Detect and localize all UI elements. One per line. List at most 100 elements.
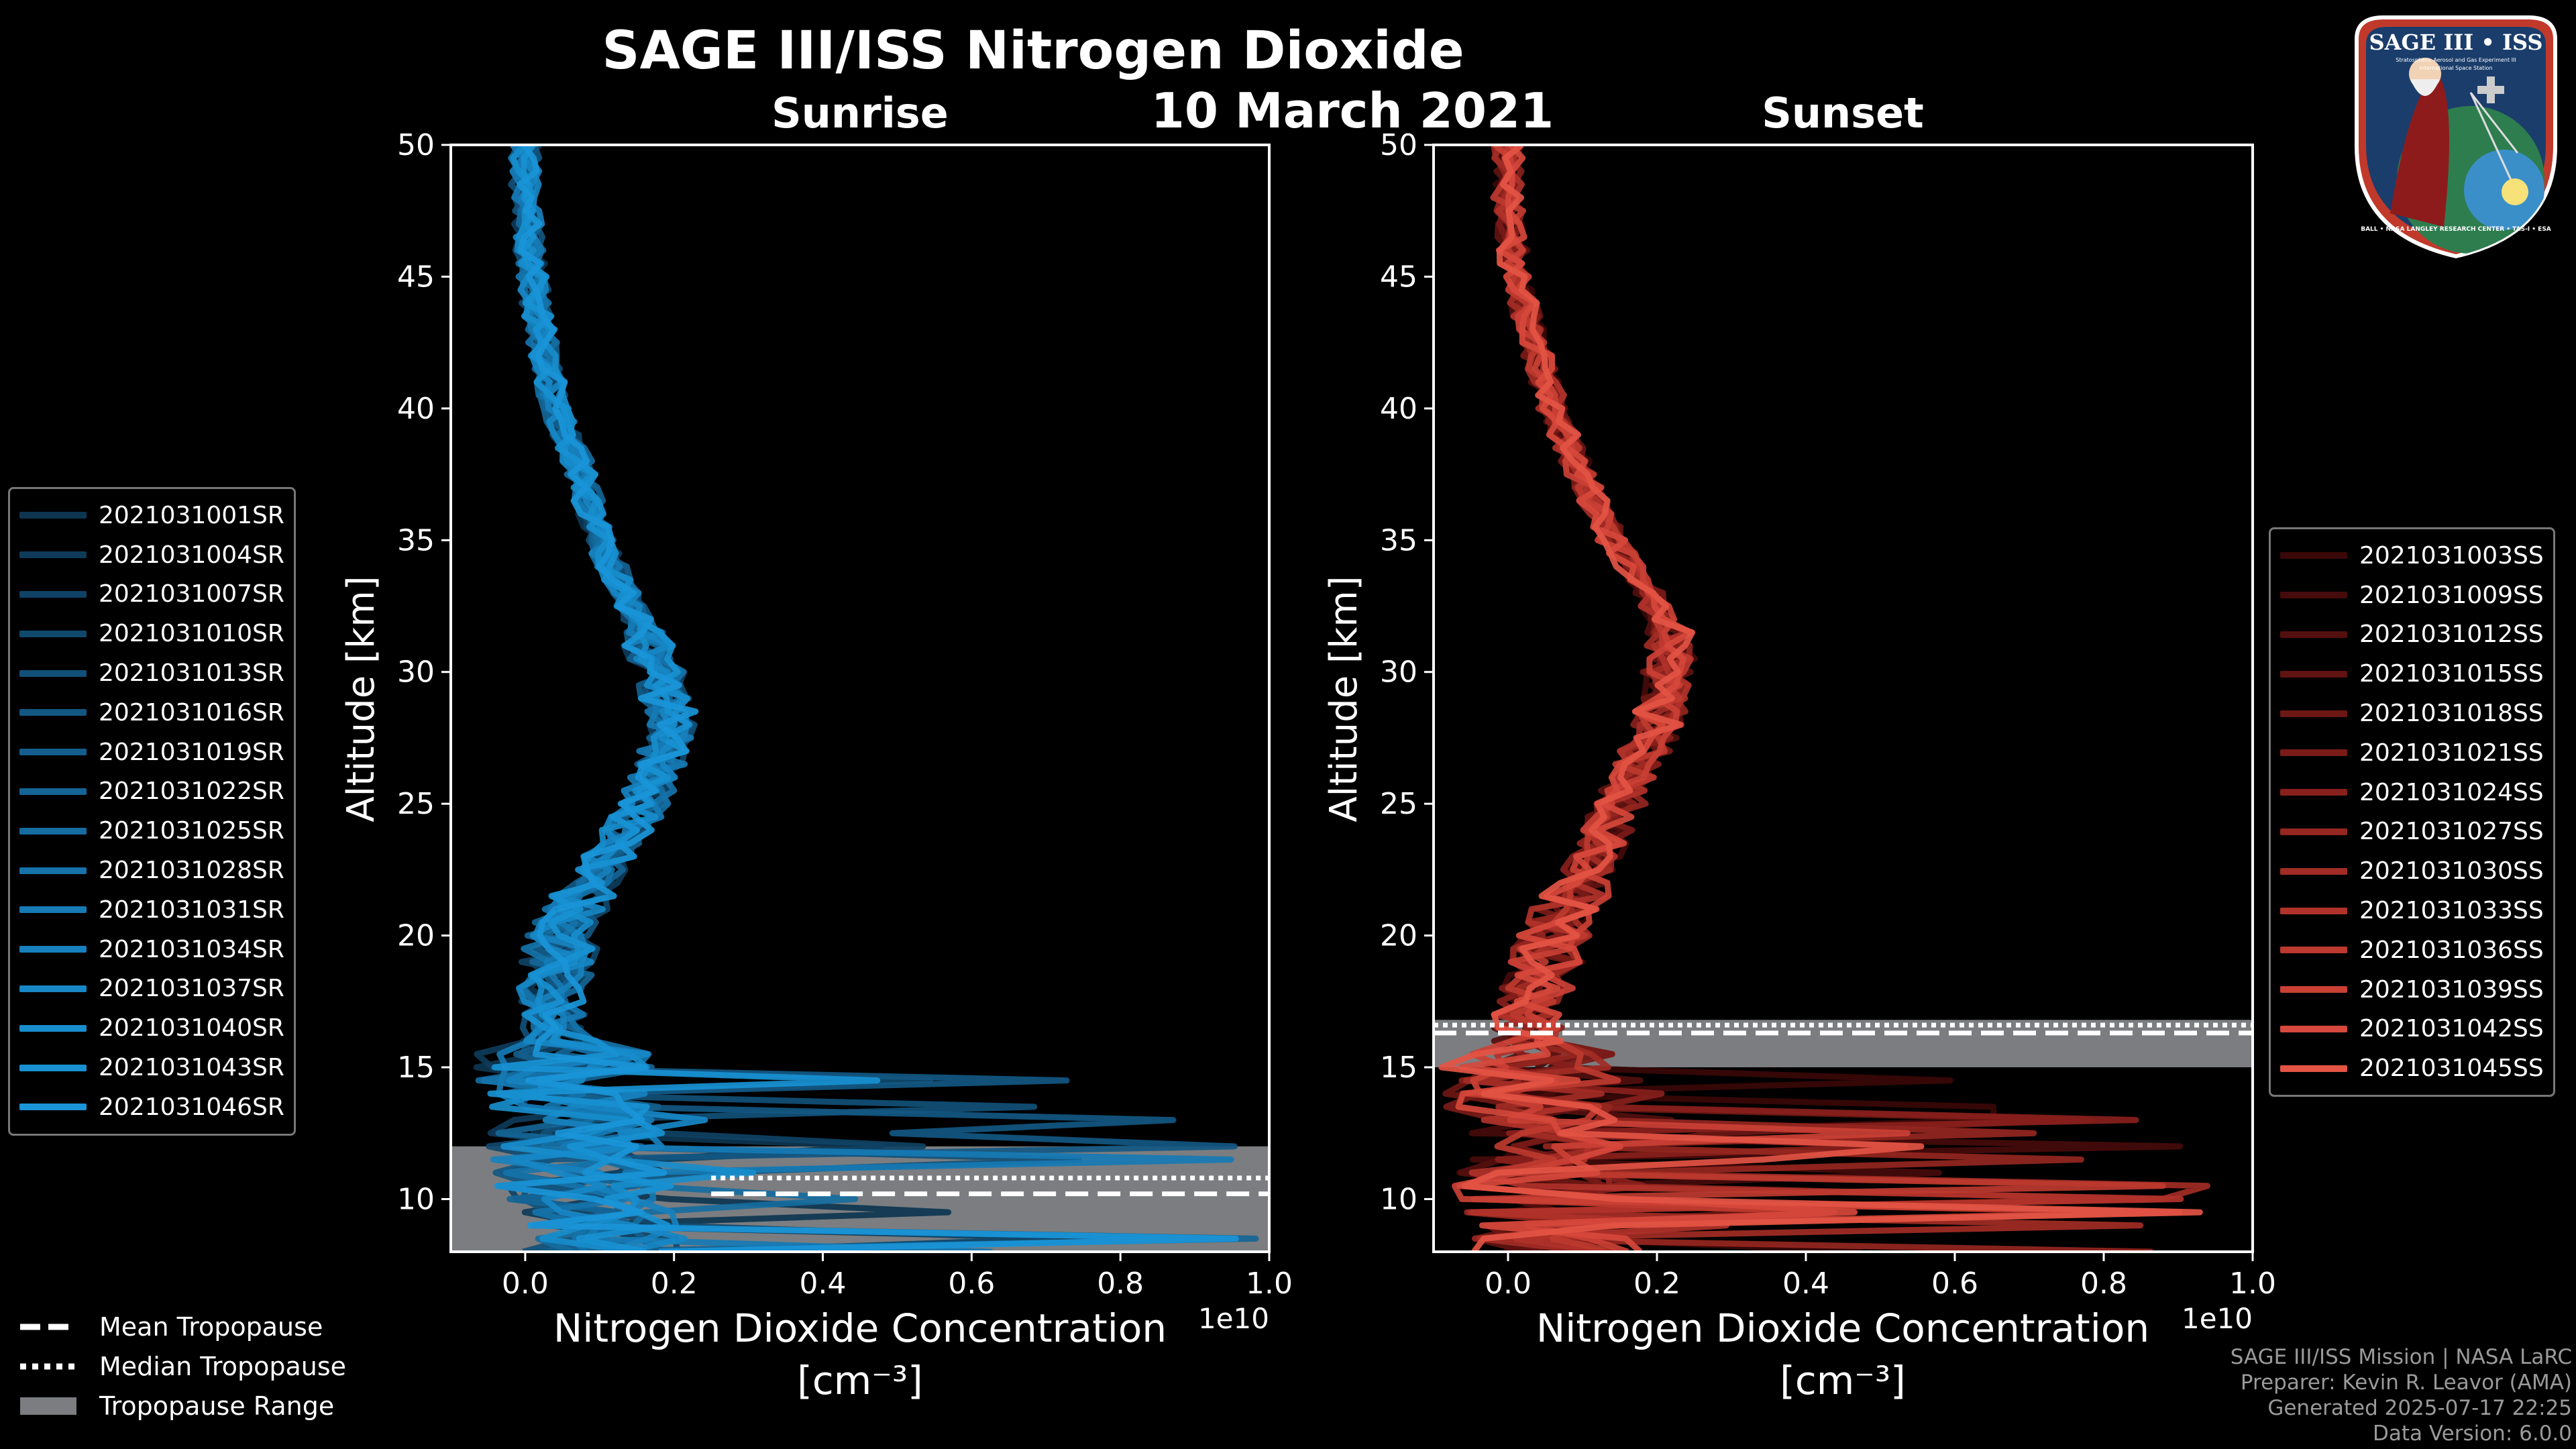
sunrise-legend-label: 2021031028SR	[99, 857, 284, 885]
sunrise-legend-label: 2021031007SR	[99, 580, 284, 608]
footer-version: Data Version: 6.0.0	[2372, 1421, 2572, 1446]
sunset-legend-item: 2021031015SS	[2280, 654, 2544, 694]
sunrise-legend-item: 2021031004SR	[19, 535, 284, 575]
legend-tropopause-range: Tropopause Range	[20, 1386, 346, 1426]
sunrise-legend-label: 2021031016SR	[99, 698, 284, 727]
sunrise-x-tick-label: 1.0	[1246, 1267, 1293, 1301]
sunrise-legend-item: 2021031016SR	[19, 693, 284, 733]
sunset-legend: 2021031003SS 2021031009SS 2021031012SS 2021…	[2269, 527, 2555, 1097]
tropopause-range-label: Tropopause Range	[99, 1391, 335, 1421]
sunrise-legend-label: 2021031037SR	[99, 975, 284, 1003]
sunset-legend-item: 2021031024SS	[2280, 773, 2544, 812]
sunrise-series-line-2021031043SR	[487, 145, 881, 1252]
sunset-legend-label: 2021031030SS	[2359, 857, 2544, 885]
sunset-y-tick-label: 40	[1380, 392, 1417, 426]
median-tropopause-label: Median Tropopause	[99, 1351, 346, 1381]
sunrise-series-line-2021031046SR	[494, 145, 1239, 1252]
sunset-legend-swatch	[2280, 907, 2347, 914]
sunset-series-line-2021031045SS	[1438, 145, 2203, 1252]
sunset-legend-item: 2021031045SS	[2280, 1049, 2544, 1088]
sunrise-legend-label: 2021031025SR	[99, 817, 284, 845]
sunset-legend-swatch	[2280, 947, 2347, 954]
sunset-x-tick-label: 0.4	[1782, 1267, 1829, 1301]
figure-title: SAGE III/ISS Nitrogen Dioxide	[602, 21, 1464, 81]
sunrise-x-tick-label: 0.0	[502, 1267, 549, 1301]
sunrise-legend-item: 2021031010SR	[19, 614, 284, 653]
sunrise-legend-item: 2021031001SR	[19, 496, 284, 535]
sunrise-y-tick-label: 10	[397, 1182, 435, 1216]
tropopause-legend: Mean Tropopause Median Tropopause Tropop…	[20, 1307, 346, 1426]
logo-subtitle-2: International Space Station	[2420, 65, 2493, 71]
figure-date: 10 March 2021	[1151, 83, 1554, 139]
sunrise-legend-item: 2021031046SR	[19, 1087, 284, 1127]
sunset-legend-swatch	[2280, 867, 2347, 875]
sunset-legend-item: 2021031003SS	[2280, 536, 2544, 576]
sunrise-legend-item: 2021031031SR	[19, 890, 284, 930]
sunset-legend-swatch	[2280, 986, 2347, 994]
sunrise-legend-swatch	[19, 946, 87, 953]
sunset-legend-swatch	[2280, 631, 2347, 638]
sunset-legend-swatch	[2280, 789, 2347, 796]
sage-iii-iss-logo: SAGE III • ISS Stratospheric Aerosol and…	[2355, 15, 2557, 259]
sunrise-legend-swatch	[19, 1104, 87, 1111]
sunrise-legend-label: 2021031040SR	[99, 1014, 284, 1042]
sunset-y-tick-label: 45	[1380, 260, 1417, 294]
mean-tropopause-label: Mean Tropopause	[99, 1311, 323, 1342]
sunset-legend-swatch	[2280, 749, 2347, 757]
sunset-x-tick-label: 0.2	[1633, 1267, 1680, 1301]
logo-subtitle-1: Stratospheric Aerosol and Gas Experiment…	[2396, 57, 2516, 63]
sunset-legend-item: 2021031033SS	[2280, 891, 2544, 930]
sunset-legend-label: 2021031003SS	[2359, 541, 2544, 570]
sunset-plot-area: 0.0 0.2 0.4 0.6 0.8 1.0 10 15 20 25 30 35 40 45 50	[1380, 128, 2276, 1301]
sunrise-y-tick-label: 35	[397, 523, 435, 557]
sunset-legend-item: 2021031036SS	[2280, 930, 2544, 970]
sunrise-legend-swatch	[19, 709, 87, 716]
sunrise-legend-swatch	[19, 1064, 87, 1071]
sunset-axes-frame	[1432, 144, 2254, 1253]
footer-credits: SAGE III/ISS Mission | NASA LaRC Prepare…	[2231, 1344, 2572, 1446]
sunrise-legend: 2021031001SR 2021031004SR 2021031007SR 2021…	[8, 487, 296, 1136]
sunset-legend-swatch	[2280, 710, 2347, 717]
legend-median-tropopause: Median Tropopause	[20, 1346, 346, 1386]
sunset-x-tick-label: 0.6	[1931, 1267, 1978, 1301]
sunset-x-tick-label: 1.0	[2229, 1267, 2276, 1301]
sunset-legend-item: 2021031021SS	[2280, 733, 2544, 773]
sunrise-legend-swatch	[19, 669, 87, 677]
sunset-xlabel-line2: [cm⁻³]	[1780, 1358, 1906, 1403]
sunrise-xlabel-line2: [cm⁻³]	[797, 1358, 923, 1403]
sunrise-x-tick-label: 0.6	[948, 1267, 995, 1301]
sunrise-legend-swatch	[19, 630, 87, 637]
sunrise-legend-item: 2021031013SR	[19, 653, 284, 693]
sunrise-legend-item: 2021031037SR	[19, 969, 284, 1009]
sunset-legend-swatch	[2280, 552, 2347, 559]
sunrise-y-tick-label: 40	[397, 392, 435, 426]
sunrise-x-tick-label: 0.4	[800, 1267, 847, 1301]
sunrise-series-line-2021031016SR	[490, 145, 1238, 1252]
logo-ring-text: BALL • NASA LANGLEY RESEARCH CENTER • TA…	[2361, 226, 2551, 233]
sunset-legend-item: 2021031012SS	[2280, 615, 2544, 655]
sunset-legend-item: 2021031027SS	[2280, 812, 2544, 852]
sunrise-legend-label: 2021031019SR	[99, 738, 284, 766]
sunset-y-tick-label: 20	[1380, 919, 1417, 953]
sunset-legend-label: 2021031036SS	[2359, 936, 2544, 964]
sunset-legend-label: 2021031024SS	[2359, 778, 2544, 806]
sunset-legend-swatch	[2280, 1065, 2347, 1072]
sunset-ylabel: Altitude [km]	[1322, 576, 1366, 822]
footer-mission: SAGE III/ISS Mission | NASA LaRC	[2230, 1345, 2572, 1369]
sunrise-plot-area: 0.0 0.2 0.4 0.6 0.8 1.0 10 15 20 25 30 35 40 45 50	[397, 128, 1293, 1301]
sunset-legend-item: 2021031018SS	[2280, 694, 2544, 733]
sunrise-legend-label: 2021031046SR	[99, 1093, 284, 1121]
sunrise-legend-swatch	[19, 827, 87, 835]
dashed-line-icon	[20, 1324, 76, 1330]
logo-title: SAGE III • ISS	[2369, 30, 2543, 55]
sunrise-legend-swatch	[19, 985, 87, 992]
sunset-legend-label: 2021031042SS	[2359, 1015, 2544, 1043]
sunset-legend-label: 2021031021SS	[2359, 739, 2544, 767]
sunset-title: Sunset	[1762, 89, 1924, 138]
sunset-legend-label: 2021031012SS	[2359, 621, 2544, 649]
sunrise-title: Sunrise	[771, 89, 949, 138]
sunrise-legend-swatch	[19, 867, 87, 874]
sunset-legend-label: 2021031009SS	[2359, 581, 2544, 609]
sunrise-ylabel: Altitude [km]	[339, 576, 383, 822]
